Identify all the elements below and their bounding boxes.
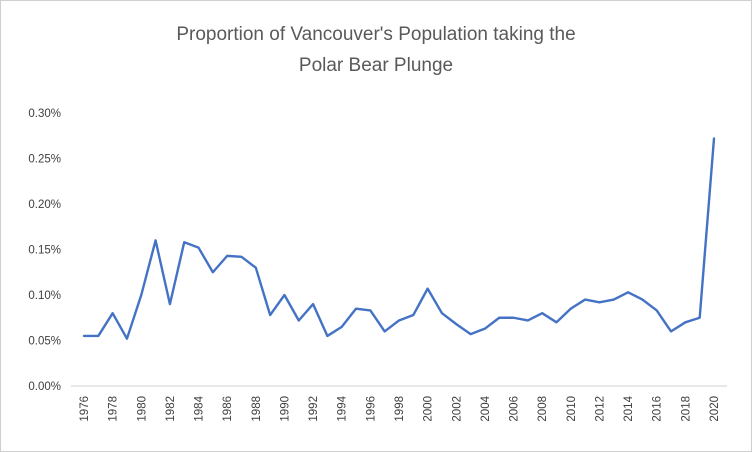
y-axis-tick-label: 0.00% xyxy=(28,381,61,393)
x-axis-tick-label: 1980 xyxy=(136,396,148,422)
x-axis-tick-label: 1992 xyxy=(308,396,320,422)
x-axis-tick-label: 2000 xyxy=(423,396,435,422)
x-axis-tick-label: 1976 xyxy=(79,396,91,422)
x-axis-tick-label: 2002 xyxy=(451,396,463,422)
y-axis-tick-label: 0.15% xyxy=(28,245,61,257)
y-axis-tick-label: 0.20% xyxy=(28,199,61,211)
x-axis-tick-label: 1998 xyxy=(394,396,406,422)
x-axis-tick-label: 1982 xyxy=(165,396,177,422)
x-axis-tick-label: 1988 xyxy=(251,396,263,422)
y-axis-tick-label: 0.30% xyxy=(28,108,61,120)
x-axis-tick-label: 1990 xyxy=(279,396,291,422)
y-axis-tick-label: 0.25% xyxy=(28,154,61,166)
chart-title: Proportion of Vancouver's Population tak… xyxy=(176,24,576,77)
y-axis-tick-label: 0.10% xyxy=(28,290,61,302)
x-axis-tick-label: 1996 xyxy=(365,396,377,422)
x-axis-tick-label: 1978 xyxy=(108,396,120,422)
x-axis-tick-label: 1984 xyxy=(194,395,206,421)
x-axis-tick-label: 2012 xyxy=(594,396,606,422)
x-axis-tick-label: 2008 xyxy=(537,396,549,422)
x-axis-tick-label: 2014 xyxy=(623,395,635,421)
x-axis-tick-label: 2016 xyxy=(652,396,664,422)
x-axis-tick-label: 1986 xyxy=(222,396,234,422)
x-axis-tick-label: 1994 xyxy=(337,395,349,421)
data-line xyxy=(82,137,716,340)
x-axis-tick-label: 2020 xyxy=(709,396,721,422)
x-axis-tick-label: 2018 xyxy=(680,396,692,422)
x-axis-tick-label: 2010 xyxy=(566,396,578,422)
y-axis-tick-label: 0.05% xyxy=(28,336,61,348)
x-axis-tick-label: 2006 xyxy=(509,396,521,422)
x-axis-tick-label: 2004 xyxy=(480,395,492,421)
